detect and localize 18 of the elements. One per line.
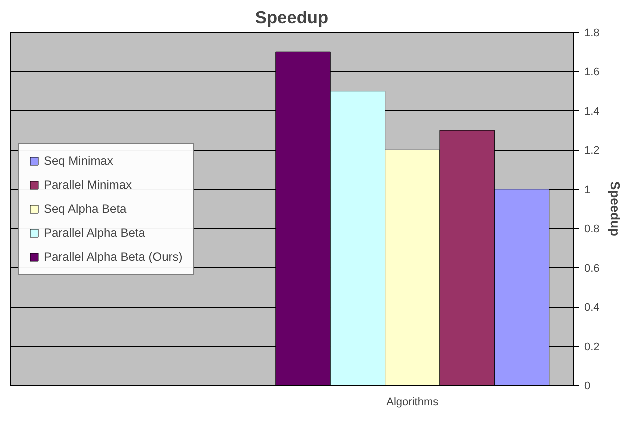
y-tick-label: 1.8 [584,28,600,40]
y-tick-label: 0 [584,380,591,392]
y-tick-label: 0.2 [584,341,600,354]
x-tick-label: Algorithms [386,396,440,408]
y-tick-label: 1.6 [584,66,600,79]
legend-label: Seq Minimax [44,154,114,168]
legend-label: Seq Alpha Beta [44,202,127,216]
y-tick-label: 1.4 [584,106,600,118]
y-tick-label: 0.4 [584,302,600,314]
y-tick-label: 1.2 [584,145,600,158]
legend-label: Parallel Alpha Beta [44,226,146,240]
y-axis-title: Speedup [608,182,623,237]
legend-label: Parallel Alpha Beta (Ours) [44,250,183,264]
legend-label: Parallel Minimax [44,178,132,192]
y-tick-label: 0.6 [584,262,600,275]
y-tick-label: 1 [584,184,591,196]
y-tick-label: 0.8 [584,224,600,236]
chart-title: Speedup [255,8,329,28]
